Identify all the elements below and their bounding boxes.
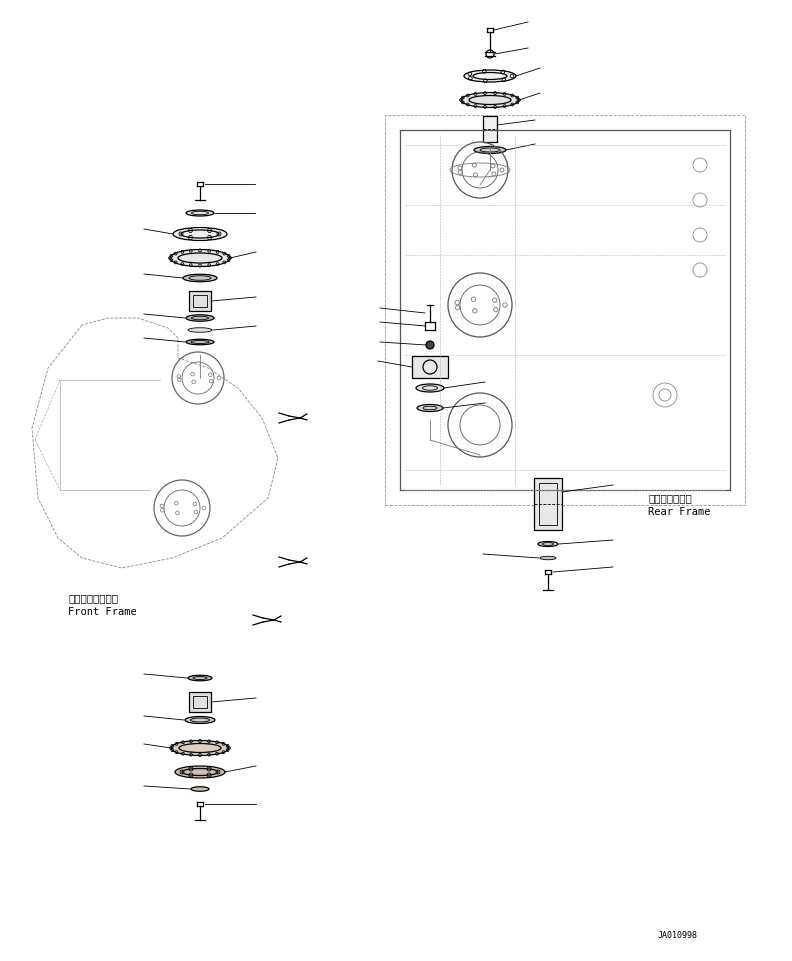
Ellipse shape <box>188 676 212 680</box>
Circle shape <box>426 341 434 349</box>
Ellipse shape <box>191 787 209 791</box>
Text: リヤーフレーム: リヤーフレーム <box>648 493 691 503</box>
Ellipse shape <box>461 92 519 108</box>
Ellipse shape <box>474 146 506 154</box>
Bar <box>539 483 557 525</box>
Ellipse shape <box>186 339 214 345</box>
Bar <box>193 295 207 307</box>
Ellipse shape <box>175 766 225 778</box>
Ellipse shape <box>416 384 444 392</box>
Bar <box>193 696 207 708</box>
Bar <box>189 692 211 712</box>
Text: Front Frame: Front Frame <box>68 607 137 617</box>
Ellipse shape <box>540 556 556 559</box>
Ellipse shape <box>464 70 516 82</box>
Ellipse shape <box>173 228 227 240</box>
Bar <box>189 291 211 311</box>
Bar <box>483 116 497 142</box>
Text: JA010998: JA010998 <box>658 931 698 941</box>
Ellipse shape <box>186 210 214 216</box>
Ellipse shape <box>183 274 217 282</box>
Bar <box>412 356 448 378</box>
Bar <box>385 115 745 505</box>
Ellipse shape <box>170 250 230 266</box>
Text: フロントフレーム: フロントフレーム <box>68 593 118 603</box>
Ellipse shape <box>186 315 214 321</box>
Ellipse shape <box>538 541 558 547</box>
Ellipse shape <box>171 741 229 755</box>
Bar <box>534 478 562 530</box>
Ellipse shape <box>417 405 443 411</box>
Ellipse shape <box>185 717 215 724</box>
Ellipse shape <box>188 328 212 333</box>
Text: Rear Frame: Rear Frame <box>648 507 710 517</box>
